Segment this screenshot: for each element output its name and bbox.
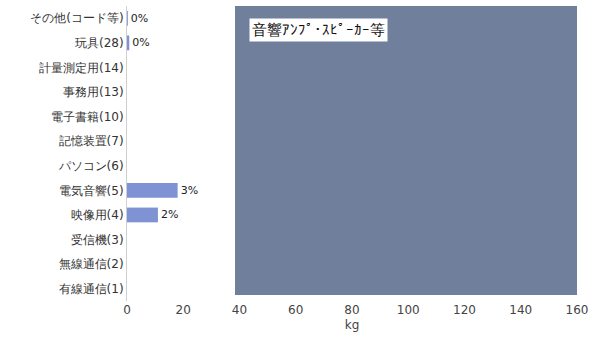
- svg-text:2%: 2%: [161, 208, 178, 221]
- svg-text:0: 0: [123, 303, 131, 317]
- svg-text:100: 100: [397, 303, 420, 317]
- svg-text:40: 40: [232, 303, 247, 317]
- svg-text:計量測定用(14): 計量測定用(14): [39, 61, 124, 75]
- svg-text:事務用(13): 事務用(13): [63, 85, 124, 99]
- svg-text:電気音響(5): 電気音響(5): [59, 184, 124, 198]
- svg-text:120: 120: [453, 303, 476, 317]
- svg-text:3%: 3%: [181, 184, 198, 197]
- svg-text:0%: 0%: [131, 12, 148, 25]
- svg-text:その他(コード等): その他(コード等): [30, 11, 123, 25]
- svg-text:20: 20: [176, 303, 191, 317]
- svg-text:受信機(3): 受信機(3): [71, 233, 124, 247]
- svg-text:玩具(28): 玩具(28): [75, 36, 124, 50]
- svg-text:音響ｱﾝﾌﾟ･ｽﾋﾟｰｶｰ等: 音響ｱﾝﾌﾟ･ｽﾋﾟｰｶｰ等: [252, 21, 385, 39]
- svg-text:60: 60: [288, 303, 303, 317]
- svg-text:140: 140: [509, 303, 532, 317]
- svg-text:80: 80: [344, 303, 359, 317]
- svg-text:0%: 0%: [132, 36, 149, 49]
- svg-text:160: 160: [566, 303, 589, 317]
- svg-text:kg: kg: [345, 318, 360, 332]
- svg-text:有線通信(1): 有線通信(1): [59, 282, 124, 296]
- svg-text:電子書籍(10): 電子書籍(10): [51, 110, 124, 124]
- svg-text:映像用(4): 映像用(4): [71, 208, 124, 222]
- svg-text:記憶装置(7): 記憶装置(7): [59, 134, 124, 148]
- svg-text:無線通信(2): 無線通信(2): [59, 257, 124, 271]
- svg-text:パソコン(6): パソコン(6): [58, 159, 124, 173]
